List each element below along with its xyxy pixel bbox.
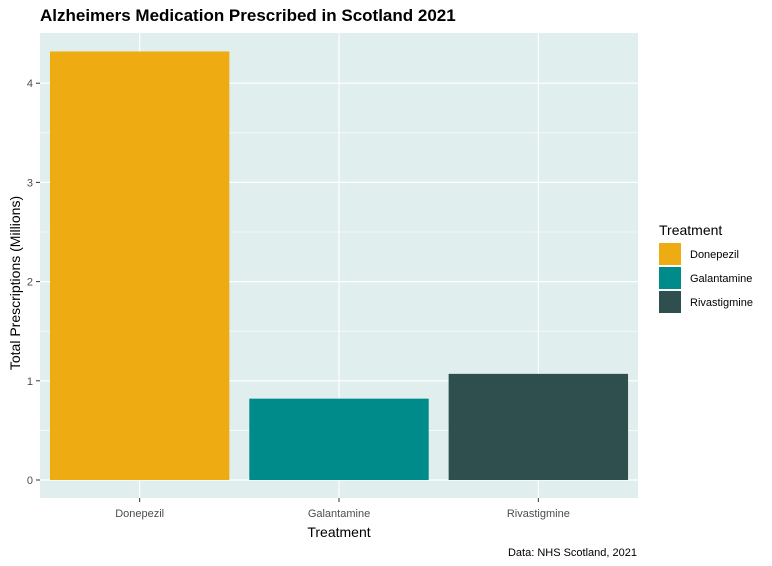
legend-label: Rivastigmine xyxy=(690,297,753,309)
legend-key-rivastigmine xyxy=(659,291,681,313)
legend-key-galantamine xyxy=(659,267,681,289)
legend-label: Galantamine xyxy=(690,273,752,285)
y-axis-title: Total Prescriptions (Millions) xyxy=(7,196,23,370)
y-tick-label: 0 xyxy=(27,475,33,487)
y-tick-label: 1 xyxy=(27,376,33,388)
legend: Treatment Donepezil Galantamine Rivastigmi… xyxy=(659,222,753,313)
y-tick-label: 4 xyxy=(27,78,33,90)
x-axis-title: Treatment xyxy=(307,524,370,540)
bar-galantamine xyxy=(249,398,429,480)
bars xyxy=(49,51,629,481)
x-tick-label: Donepezil xyxy=(115,508,164,520)
data-caption: Data: NHS Scotland, 2021 xyxy=(508,547,637,559)
x-tick-label: Galantamine xyxy=(308,508,370,520)
legend-label: Donepezil xyxy=(690,249,739,261)
bar-donepezil xyxy=(49,51,230,481)
chart-title: Alzheimers Medication Prescribed in Scot… xyxy=(40,6,456,25)
legend-key-donepezil xyxy=(659,243,681,265)
y-tick-label: 2 xyxy=(27,277,33,289)
y-axis-ticks: 0 1 2 3 4 xyxy=(27,78,40,487)
bar-rivastigmine xyxy=(448,373,629,480)
x-axis-ticks: Donepezil Galantamine Rivastigmine xyxy=(115,498,570,520)
legend-title: Treatment xyxy=(659,222,722,238)
y-tick-label: 3 xyxy=(27,177,33,189)
x-tick-label: Rivastigmine xyxy=(507,508,570,520)
